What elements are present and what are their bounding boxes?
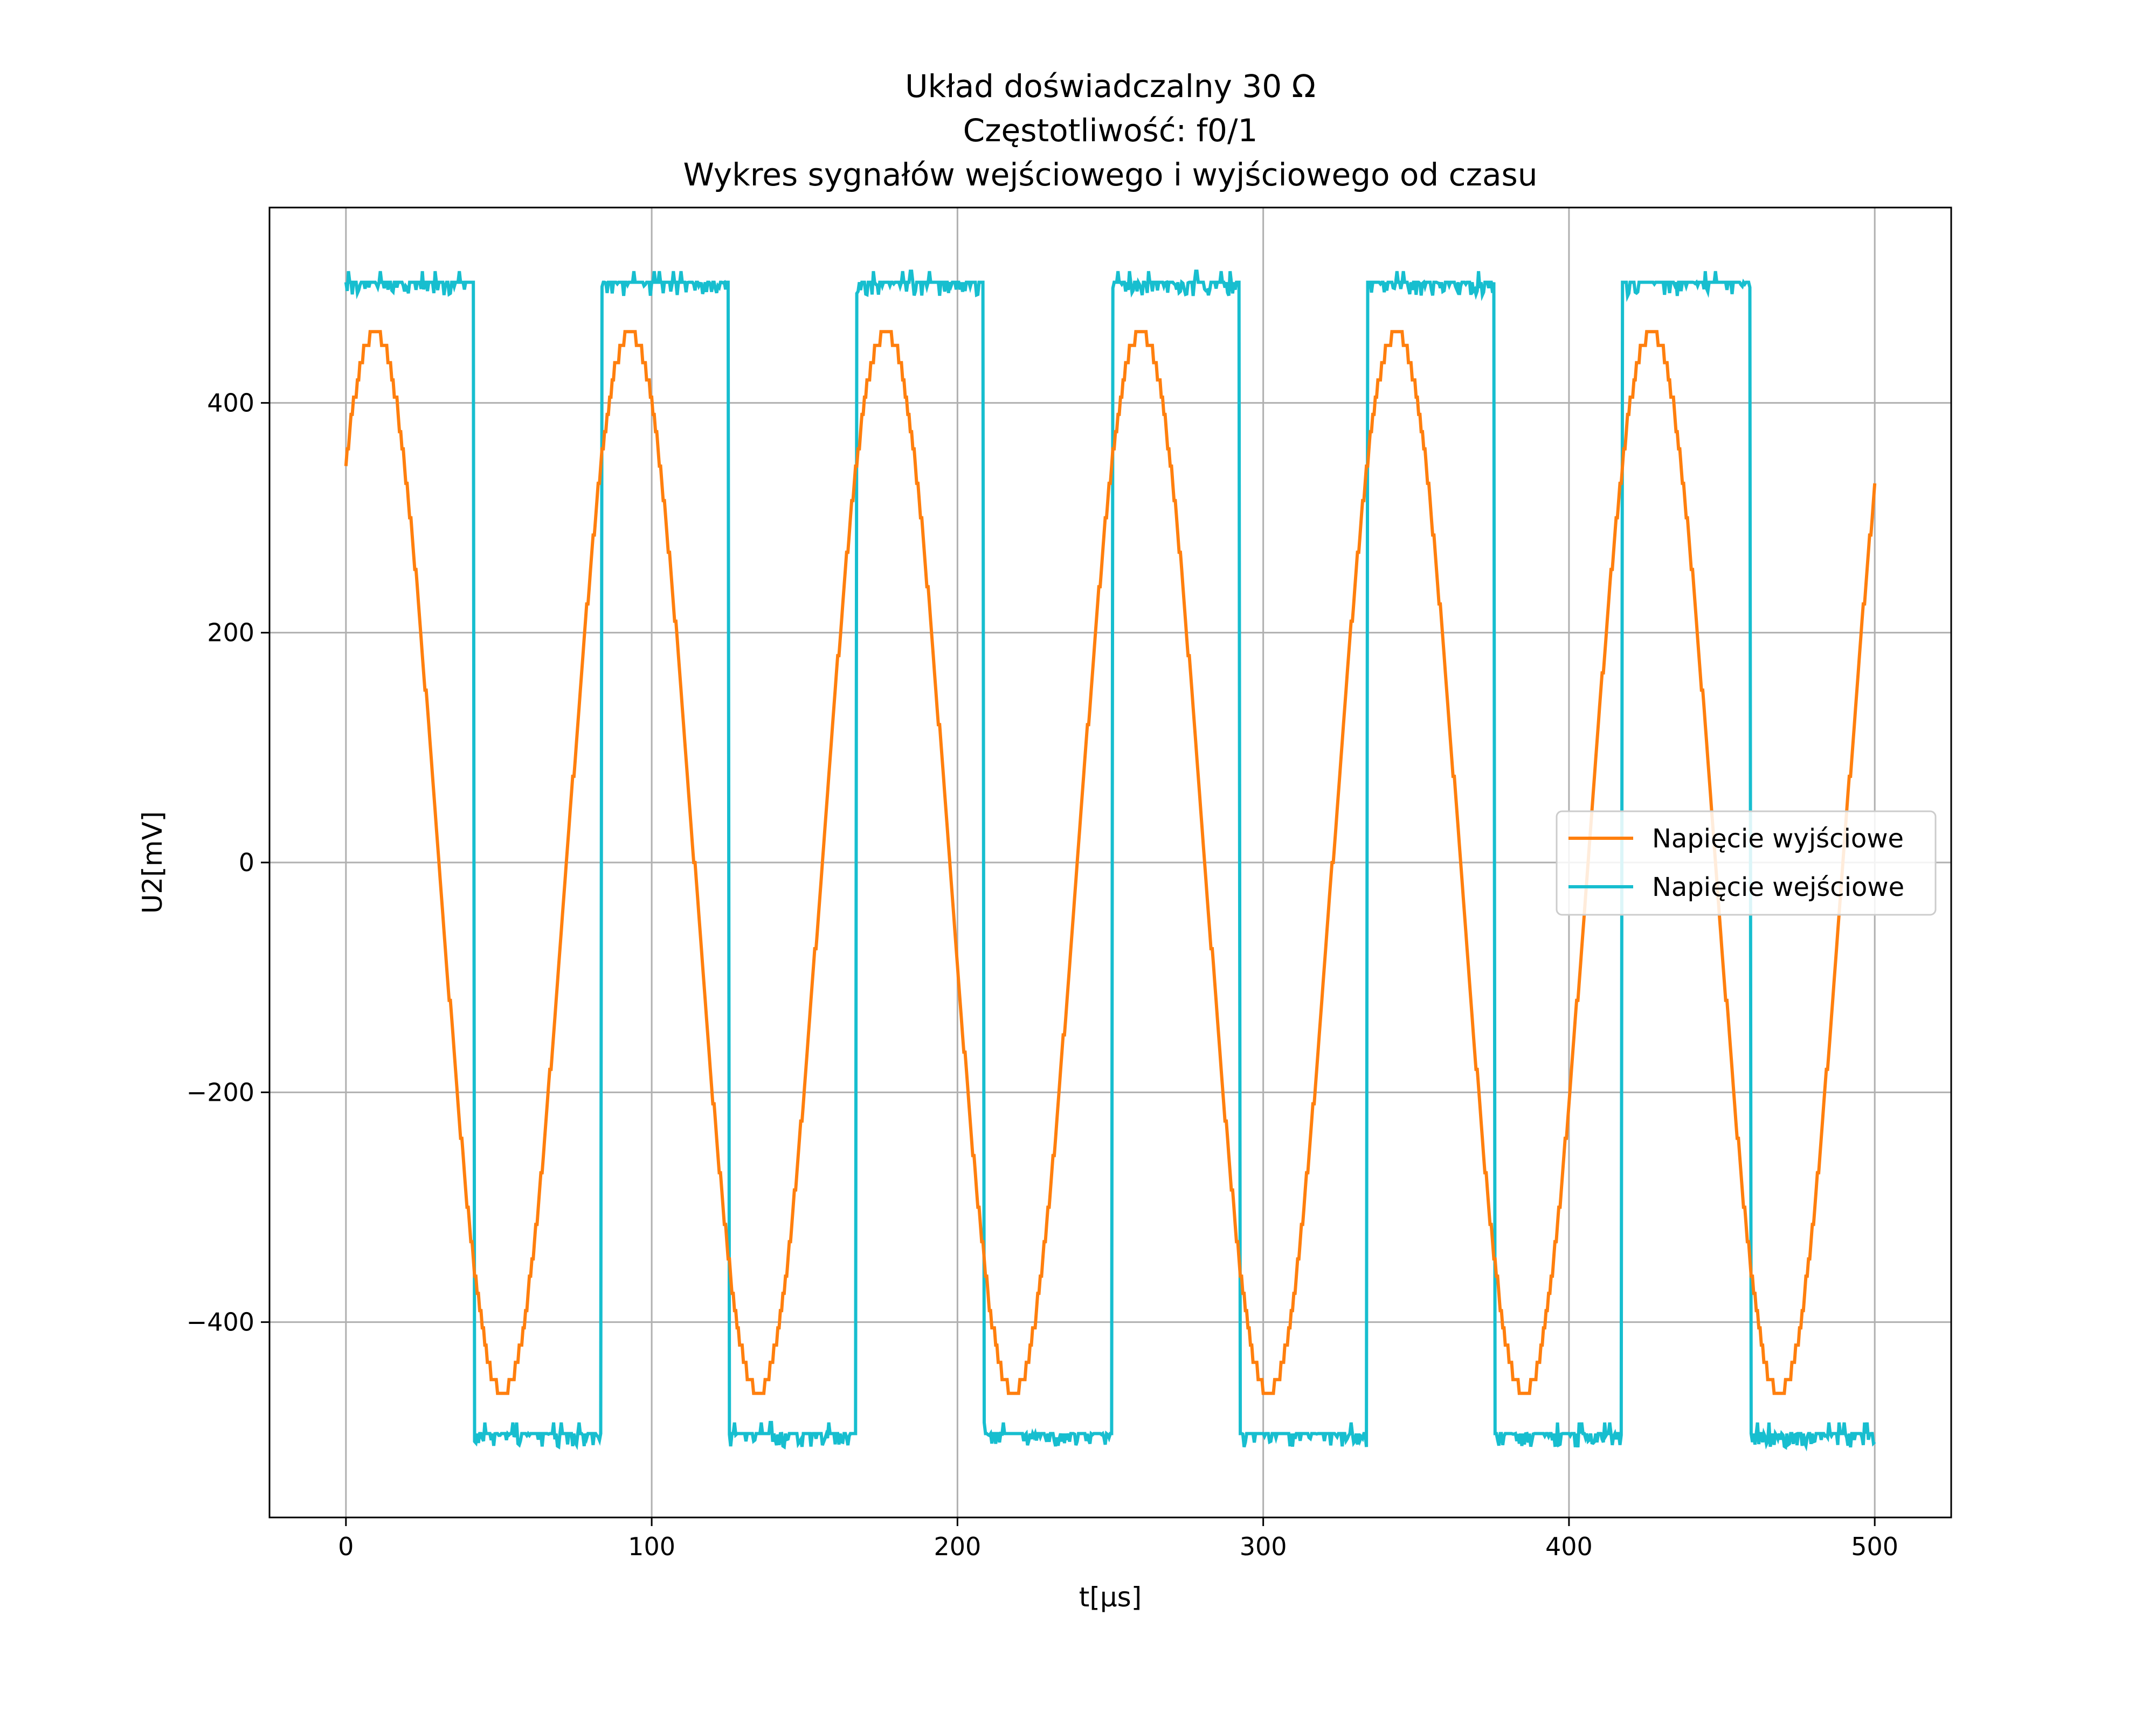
x-tick-label: 0 [338, 1532, 354, 1561]
y-tick-label: 400 [207, 388, 254, 417]
series-line-input [344, 270, 1876, 1452]
x-tick-label: 100 [628, 1532, 675, 1561]
series-line-output [344, 330, 1877, 1395]
y-tick-label: −200 [186, 1078, 254, 1107]
series-lines [344, 270, 1877, 1452]
y-tick-label: 200 [207, 618, 254, 647]
legend-label-input: Napięcie wejściowe [1652, 872, 1904, 902]
chart-title-line-3: Wykres sygnałów wejściowego i wyjścioweg… [683, 156, 1537, 193]
x-tick-label: 300 [1240, 1532, 1287, 1561]
x-tick-label: 500 [1851, 1532, 1898, 1561]
chart-title-line-1: Układ doświadczalny 30 Ω [905, 68, 1316, 105]
chart-title: Układ doświadczalny 30 Ω Częstotliwość: … [683, 68, 1537, 193]
axis-ticks: 0 100 200 300 400 500 −400 −200 0 200 400 [186, 388, 1898, 1561]
x-tick-label: 200 [934, 1532, 981, 1561]
legend: Napięcie wyjściowe Napięcie wejściowe [1556, 810, 1937, 916]
y-tick-label: 0 [239, 848, 254, 877]
legend-label-output: Napięcie wyjściowe [1652, 824, 1904, 854]
chart-title-line-2: Częstotliwość: f0/1 [963, 112, 1258, 149]
legend-box [1556, 810, 1937, 916]
x-tick-label: 400 [1545, 1532, 1593, 1561]
y-tick-label: −400 [186, 1308, 254, 1337]
y-axis-label: U2[mV] [137, 811, 168, 914]
x-axis-label: t[μs] [1079, 1582, 1142, 1613]
